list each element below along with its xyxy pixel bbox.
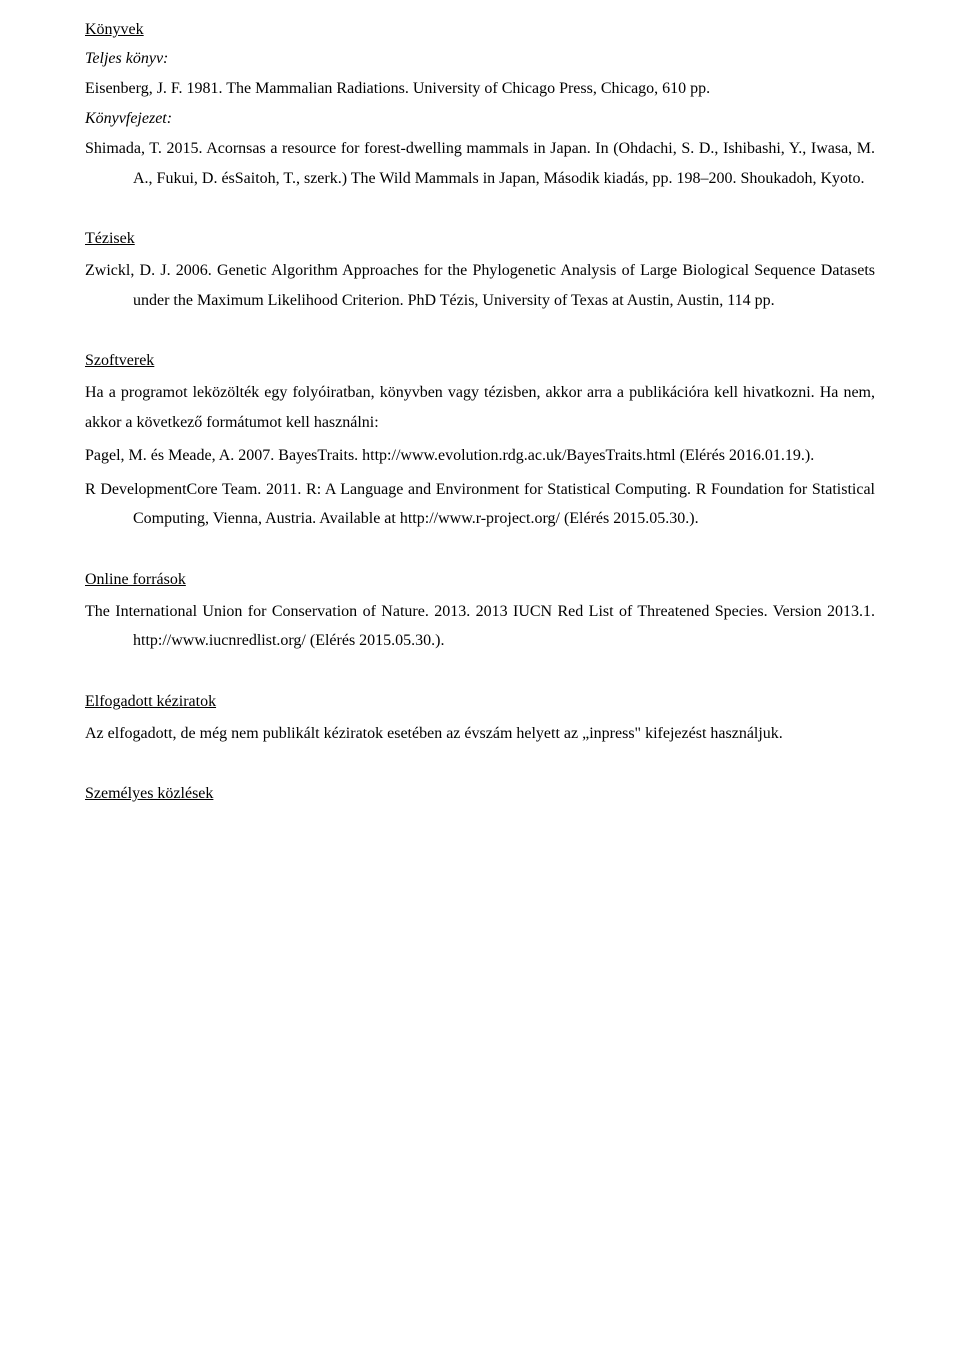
- tezisek-entry: Zwickl, D. J. 2006. Genetic Algorithm Ap…: [85, 256, 875, 315]
- elfogadott-section: Elfogadott kéziratok Az elfogadott, de m…: [85, 690, 875, 748]
- konyvfejezet-label: Könyvfejezet:: [85, 107, 875, 132]
- tezisek-heading: Tézisek: [85, 227, 875, 252]
- online-section: Online források The International Union …: [85, 568, 875, 656]
- szoftverek-body: Ha a programot leközölték egy folyóiratb…: [85, 378, 875, 437]
- szoftverek-entry-1: Pagel, M. és Meade, A. 2007. BayesTraits…: [85, 441, 875, 471]
- elfogadott-body: Az elfogadott, de még nem publikált kézi…: [85, 719, 875, 749]
- szoftverek-heading: Szoftverek: [85, 349, 875, 374]
- online-entry: The International Union for Conservation…: [85, 597, 875, 656]
- konyvek-section: Könyvek Teljes könyv: Eisenberg, J. F. 1…: [85, 18, 875, 193]
- tezisek-section: Tézisek Zwickl, D. J. 2006. Genetic Algo…: [85, 227, 875, 315]
- teljes-konyv-entry: Eisenberg, J. F. 1981. The Mammalian Rad…: [85, 74, 875, 104]
- online-heading: Online források: [85, 568, 875, 593]
- szemelyes-heading: Személyes közlések: [85, 782, 875, 807]
- teljes-konyv-label: Teljes könyv:: [85, 47, 875, 72]
- szoftverek-section: Szoftverek Ha a programot leközölték egy…: [85, 349, 875, 534]
- elfogadott-heading: Elfogadott kéziratok: [85, 690, 875, 715]
- konyvek-heading: Könyvek: [85, 18, 875, 43]
- szemelyes-section: Személyes közlések: [85, 782, 875, 807]
- szoftverek-entry-2: R DevelopmentCore Team. 2011. R: A Langu…: [85, 475, 875, 534]
- konyvfejezet-entry: Shimada, T. 2015. Acornsas a resource fo…: [85, 134, 875, 193]
